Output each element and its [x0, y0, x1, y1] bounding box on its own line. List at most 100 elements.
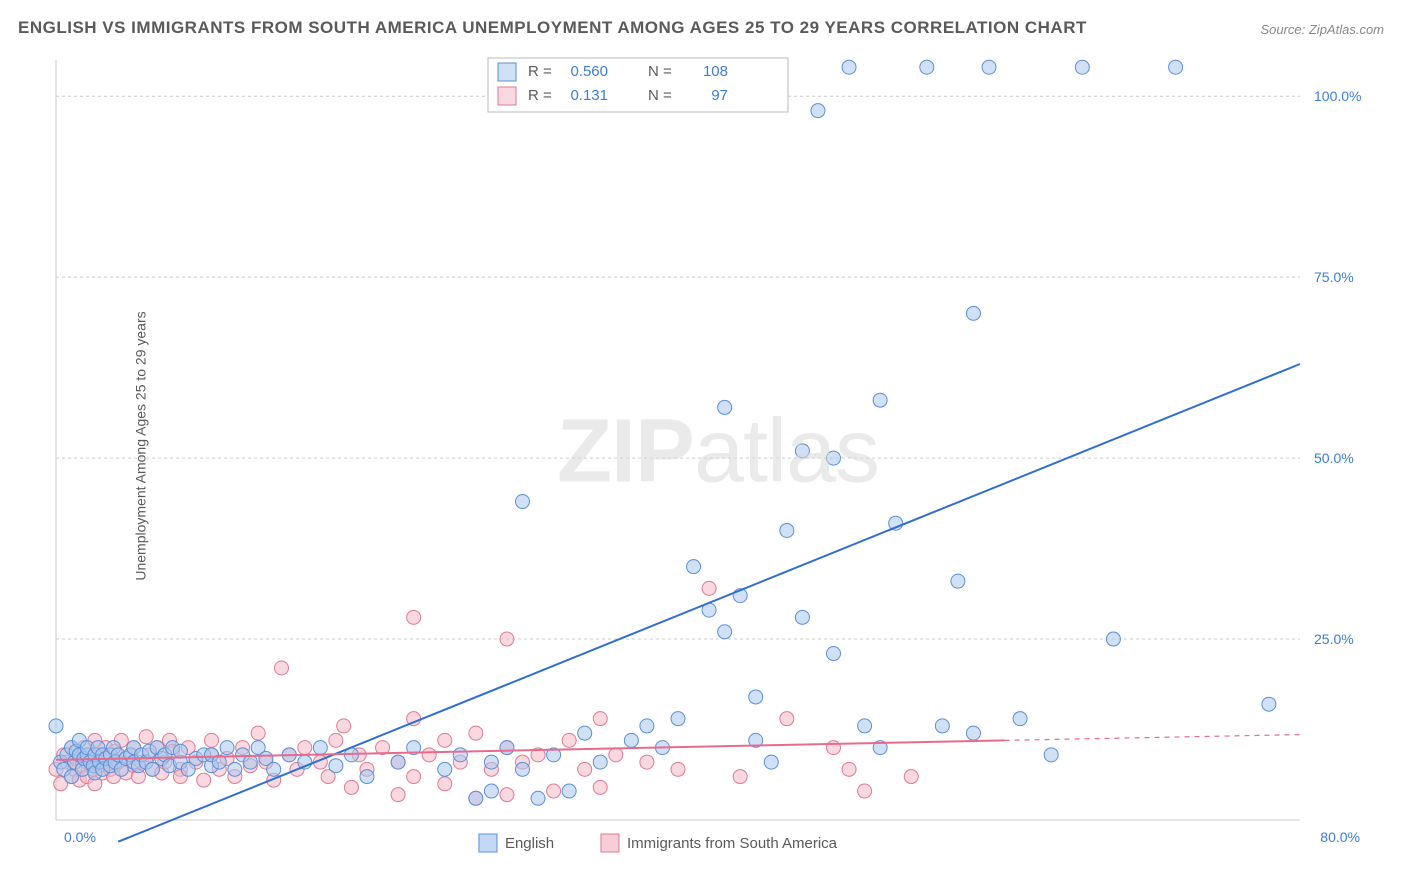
data-point	[313, 741, 327, 755]
data-point	[749, 690, 763, 704]
data-point	[531, 791, 545, 805]
legend-swatch	[498, 63, 516, 81]
data-point	[780, 523, 794, 537]
scatter-chart: 25.0% 50.0% 75.0% 100.0% 0.0% 80.0% R = 0.560 N …	[48, 50, 1388, 864]
data-point	[827, 741, 841, 755]
data-point	[329, 733, 343, 747]
data-point	[1044, 748, 1058, 762]
stats-r-label: R =	[528, 63, 552, 80]
data-point	[469, 726, 483, 740]
data-point	[842, 60, 856, 74]
data-point	[593, 780, 607, 794]
data-point	[718, 400, 732, 414]
data-point	[935, 719, 949, 733]
data-point	[197, 773, 211, 787]
data-point	[1106, 632, 1120, 646]
data-point	[274, 661, 288, 675]
data-point	[1169, 60, 1183, 74]
data-point	[562, 784, 576, 798]
data-point	[640, 719, 654, 733]
data-point	[593, 755, 607, 769]
data-point	[562, 733, 576, 747]
data-point	[407, 610, 421, 624]
data-point	[904, 770, 918, 784]
chart-container: ZIPatlas 25.0%50.0%75.0%100.0%0.0%80.0%R…	[48, 50, 1388, 864]
legend-label: Immigrants from South America	[627, 835, 838, 852]
data-point	[858, 719, 872, 733]
data-point	[337, 719, 351, 733]
data-point	[438, 777, 452, 791]
data-point	[391, 788, 405, 802]
data-point	[547, 784, 561, 798]
data-point	[640, 755, 654, 769]
data-point	[500, 632, 514, 646]
data-point	[624, 733, 638, 747]
data-point	[438, 733, 452, 747]
data-point	[267, 762, 281, 776]
stats-n-label: N =	[648, 87, 672, 104]
y-tick-label: 50.0%	[1314, 450, 1354, 466]
data-point	[827, 451, 841, 465]
data-point	[873, 393, 887, 407]
x-tick-label: 0.0%	[64, 829, 96, 845]
legend-swatch	[498, 87, 516, 105]
data-point	[220, 741, 234, 755]
stats-r-label: R =	[528, 87, 552, 104]
data-point	[453, 748, 467, 762]
data-point	[438, 762, 452, 776]
data-point	[516, 495, 530, 509]
data-point	[49, 719, 63, 733]
data-point	[966, 726, 980, 740]
data-point	[982, 60, 996, 74]
data-point	[951, 574, 965, 588]
stats-r-value: 0.131	[570, 87, 608, 104]
legend-swatch	[601, 834, 619, 852]
data-point	[391, 755, 405, 769]
legend-label: English	[505, 835, 554, 852]
data-point	[609, 748, 623, 762]
x-tick-label: 80.0%	[1320, 829, 1360, 845]
data-point	[780, 712, 794, 726]
data-point	[329, 759, 343, 773]
stats-r-value: 0.560	[570, 63, 608, 80]
data-point	[858, 784, 872, 798]
data-point	[671, 712, 685, 726]
data-point	[1262, 697, 1276, 711]
data-point	[842, 762, 856, 776]
data-point	[422, 748, 436, 762]
stats-n-value: 97	[711, 87, 728, 104]
data-point	[920, 60, 934, 74]
data-point	[795, 610, 809, 624]
chart-title: ENGLISH VS IMMIGRANTS FROM SOUTH AMERICA…	[18, 18, 1087, 38]
data-point	[360, 770, 374, 784]
data-point	[593, 712, 607, 726]
stats-n-label: N =	[648, 63, 672, 80]
data-point	[469, 791, 483, 805]
data-point	[733, 770, 747, 784]
data-point	[516, 762, 530, 776]
data-point	[966, 306, 980, 320]
data-point	[671, 762, 685, 776]
data-point	[578, 726, 592, 740]
data-point	[173, 744, 187, 758]
data-point	[702, 581, 716, 595]
data-point	[764, 755, 778, 769]
regression-line	[118, 364, 1300, 842]
data-point	[484, 755, 498, 769]
y-tick-label: 25.0%	[1314, 631, 1354, 647]
y-tick-label: 100.0%	[1314, 88, 1361, 104]
data-point	[578, 762, 592, 776]
data-point	[1075, 60, 1089, 74]
data-point	[139, 730, 153, 744]
data-point	[344, 780, 358, 794]
y-tick-label: 75.0%	[1314, 269, 1354, 285]
data-point	[827, 647, 841, 661]
data-point	[500, 788, 514, 802]
data-point	[243, 755, 257, 769]
data-point	[407, 770, 421, 784]
data-point	[1013, 712, 1027, 726]
data-point	[484, 784, 498, 798]
legend-swatch	[479, 834, 497, 852]
data-point	[718, 625, 732, 639]
data-point	[811, 104, 825, 118]
